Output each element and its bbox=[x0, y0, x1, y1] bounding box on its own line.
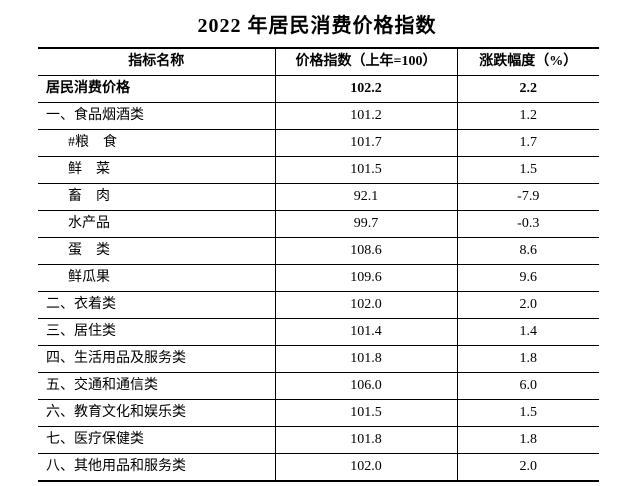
table-row: 鲜瓜果 109.6 9.6 bbox=[38, 264, 599, 292]
change-cell: 6.0 bbox=[456, 372, 599, 400]
table-row: 水产品 99.7 -0.3 bbox=[38, 210, 599, 238]
table-row: 蛋 类 108.6 8.6 bbox=[38, 237, 599, 265]
indicator-name-cell: 鲜瓜果 bbox=[38, 264, 275, 292]
change-cell: 9.6 bbox=[456, 264, 599, 292]
indicator-name-cell: #粮 食 bbox=[38, 129, 275, 157]
table-row: 居民消费价格 102.2 2.2 bbox=[38, 75, 599, 103]
price-index-cell: 101.5 bbox=[274, 156, 457, 184]
indicator-name-cell: 五、交通和通信类 bbox=[38, 372, 275, 400]
indicator-name-cell: 畜 肉 bbox=[38, 183, 275, 211]
indicator-name-cell: 六、教育文化和娱乐类 bbox=[38, 399, 275, 427]
change-cell: 2.0 bbox=[456, 291, 599, 319]
table-header-row: 指标名称 价格指数（上年=100） 涨跌幅度（%） bbox=[38, 48, 599, 76]
change-cell: 2.0 bbox=[456, 453, 599, 482]
price-index-cell: 101.5 bbox=[274, 399, 457, 427]
table-row: 三、居住类 101.4 1.4 bbox=[38, 318, 599, 346]
price-index-cell: 101.4 bbox=[274, 318, 457, 346]
indicator-name-cell: 三、居住类 bbox=[38, 318, 275, 346]
table-row: 二、衣着类 102.0 2.0 bbox=[38, 291, 599, 319]
price-index-cell: 108.6 bbox=[274, 237, 457, 265]
price-index-cell: 101.2 bbox=[274, 102, 457, 130]
indicator-name-cell: 居民消费价格 bbox=[38, 75, 275, 103]
table-row: 八、其他用品和服务类 102.0 2.0 bbox=[38, 453, 599, 482]
change-cell: -7.9 bbox=[456, 183, 599, 211]
price-index-cell: 109.6 bbox=[274, 264, 457, 292]
indicator-name-cell: 一、食品烟酒类 bbox=[38, 102, 275, 130]
price-index-cell: 102.2 bbox=[274, 75, 457, 103]
change-cell: 1.2 bbox=[456, 102, 599, 130]
table-row: 四、生活用品及服务类 101.8 1.8 bbox=[38, 345, 599, 373]
change-cell: 2.2 bbox=[456, 75, 599, 103]
table-row: 六、教育文化和娱乐类 101.5 1.5 bbox=[38, 399, 599, 427]
table-row: 七、医疗保健类 101.8 1.8 bbox=[38, 426, 599, 454]
indicator-name-cell: 七、医疗保健类 bbox=[38, 426, 275, 454]
column-header-price-index: 价格指数（上年=100） bbox=[274, 48, 457, 76]
indicator-name-cell: 四、生活用品及服务类 bbox=[38, 345, 275, 373]
price-index-cell: 102.0 bbox=[274, 291, 457, 319]
indicator-name-cell: 水产品 bbox=[38, 210, 275, 238]
column-header-change: 涨跌幅度（%） bbox=[456, 48, 599, 76]
indicator-name-cell: 蛋 类 bbox=[38, 237, 275, 265]
indicator-name-cell: 二、衣着类 bbox=[38, 291, 275, 319]
cpi-table: 指标名称 价格指数（上年=100） 涨跌幅度（%） 居民消费价格 102.2 2… bbox=[38, 47, 599, 482]
price-index-cell: 106.0 bbox=[274, 372, 457, 400]
price-index-cell: 102.0 bbox=[274, 453, 457, 482]
price-index-cell: 101.7 bbox=[274, 129, 457, 157]
change-cell: 1.8 bbox=[456, 426, 599, 454]
table-row: 畜 肉 92.1 -7.9 bbox=[38, 183, 599, 211]
indicator-name-cell: 鲜 菜 bbox=[38, 156, 275, 184]
change-cell: 1.5 bbox=[456, 399, 599, 427]
price-index-cell: 99.7 bbox=[274, 210, 457, 238]
change-cell: 1.5 bbox=[456, 156, 599, 184]
change-cell: 1.8 bbox=[456, 345, 599, 373]
price-index-cell: 92.1 bbox=[274, 183, 457, 211]
change-cell: 8.6 bbox=[456, 237, 599, 265]
change-cell: 1.4 bbox=[456, 318, 599, 346]
column-header-indicator: 指标名称 bbox=[38, 48, 275, 76]
change-cell: 1.7 bbox=[456, 129, 599, 157]
table-row: 一、食品烟酒类 101.2 1.2 bbox=[38, 102, 599, 130]
price-index-cell: 101.8 bbox=[274, 345, 457, 373]
page-title: 2022 年居民消费价格指数 bbox=[197, 15, 437, 37]
change-cell: -0.3 bbox=[456, 210, 599, 238]
indicator-name-cell: 八、其他用品和服务类 bbox=[38, 453, 275, 482]
price-index-cell: 101.8 bbox=[274, 426, 457, 454]
table-row: #粮 食 101.7 1.7 bbox=[38, 129, 599, 157]
table-row: 鲜 菜 101.5 1.5 bbox=[38, 156, 599, 184]
table-row: 五、交通和通信类 106.0 6.0 bbox=[38, 372, 599, 400]
